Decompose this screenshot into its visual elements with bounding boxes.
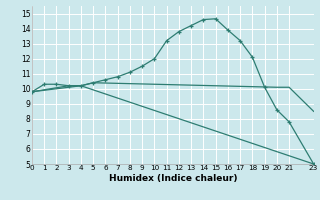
X-axis label: Humidex (Indice chaleur): Humidex (Indice chaleur) — [108, 174, 237, 183]
